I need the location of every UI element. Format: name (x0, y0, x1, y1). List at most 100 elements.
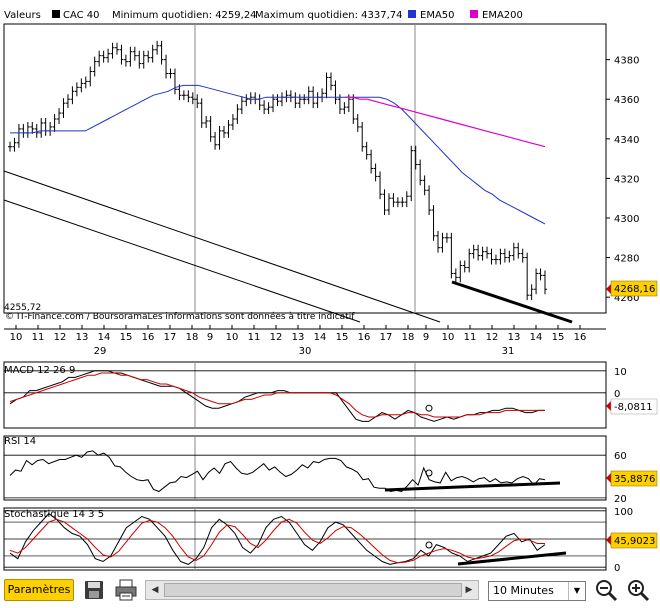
interval-select[interactable]: 10 Minutes ▼ (488, 581, 586, 601)
price-bar (373, 163, 378, 182)
price-bar (476, 244, 481, 261)
price-bar (146, 50, 151, 63)
price-bar (257, 94, 262, 111)
stochastic-last-value: 45,9023 (614, 536, 655, 547)
price-bar (253, 92, 258, 105)
price-bar (70, 86, 75, 105)
price-bar (427, 185, 432, 216)
price-bar (511, 242, 516, 261)
time-tick-label: 12 (270, 332, 283, 343)
price-bar (493, 254, 498, 265)
daily-max: Maximum quotidien: 4337,74 (255, 10, 402, 21)
price-bar (164, 54, 169, 79)
price-bar (516, 242, 521, 259)
price-bar (128, 46, 133, 67)
time-tick-label: 12 (54, 332, 67, 343)
price-bar (485, 246, 490, 259)
price-bar (444, 232, 449, 243)
price-bar (97, 50, 102, 67)
chevron-down-icon: ▼ (568, 582, 585, 600)
price-bar (391, 193, 396, 208)
price-bar (150, 44, 155, 63)
price-bar (320, 88, 325, 103)
price-bar (529, 284, 534, 301)
time-tick-label: 10 (226, 332, 239, 343)
price-bar (538, 268, 543, 281)
y-tick-label: 4340 (614, 135, 639, 146)
price-bar (436, 230, 440, 253)
time-tick-label: 9 (207, 332, 213, 343)
price-bar (369, 149, 374, 174)
price-bar (355, 114, 360, 132)
price-bar (61, 98, 66, 119)
rsi-last-value: 35,8876 (614, 474, 655, 485)
ema50-legend: EMA50 (420, 10, 455, 21)
price-bar (155, 40, 160, 55)
price-bar (57, 108, 62, 124)
price-bar (159, 40, 164, 65)
price-bar (297, 94, 302, 109)
scroll-thumb[interactable] (164, 583, 462, 597)
price-bar (342, 102, 347, 115)
time-scrollbar[interactable]: ◀ ▶ (145, 580, 479, 600)
price-bar (137, 50, 142, 69)
bottom-left-value: 4255,72 (4, 303, 41, 313)
stochastic-marker (425, 541, 433, 549)
price-bar (101, 50, 106, 63)
price-bar (520, 248, 525, 263)
price-bar (119, 44, 124, 65)
price-bar (199, 98, 204, 128)
rsi-line (9, 450, 546, 493)
y-tick-label: 4320 (614, 174, 639, 185)
price-bar (404, 191, 409, 208)
save-icon[interactable] (82, 578, 106, 602)
rsi-trendline (384, 481, 561, 492)
price-bar (262, 100, 267, 115)
time-tick-label: 13 (76, 332, 89, 343)
price-bar (364, 141, 369, 160)
price-bar (324, 72, 329, 99)
price-bar (177, 84, 182, 101)
scroll-left-icon[interactable]: ◀ (151, 585, 159, 595)
price-bar (43, 118, 48, 136)
price-bar (302, 94, 307, 105)
time-tick-label: 11 (464, 332, 477, 343)
ema200-line (345, 96, 546, 148)
price-tag-stoch: 45,9023 (606, 532, 658, 549)
time-tick-label: 17 (380, 332, 393, 343)
chart-header: Valeurs CAC 40 Minimum quotidien: 4259,2… (4, 10, 523, 21)
price-bar (21, 123, 26, 138)
parameters-button[interactable]: Paramètres (4, 579, 74, 601)
price-bar (34, 123, 39, 138)
macd-title: MACD 12 26 9 (4, 365, 75, 376)
zoom-in-icon[interactable] (626, 578, 650, 602)
scroll-right-icon[interactable]: ▶ (465, 585, 473, 595)
price-bar (123, 54, 128, 67)
y-tick-label: 4280 (614, 254, 639, 265)
time-tick-label: 17 (164, 332, 177, 343)
y-tick-label: 4260 (614, 293, 639, 304)
price-bar (204, 116, 209, 128)
price-bar (382, 189, 387, 216)
price-bar (498, 248, 503, 265)
ema200-legend: EMA200 (482, 10, 523, 21)
macd-y-label: 0 (614, 389, 620, 400)
price-bar (25, 121, 30, 138)
zoom-out-icon[interactable] (594, 578, 618, 602)
price-bar (141, 50, 146, 69)
time-tick-label: 13 (508, 332, 521, 343)
print-icon[interactable] (114, 578, 138, 602)
price-bar (235, 104, 240, 124)
price-bar (489, 248, 494, 265)
price-bar (39, 118, 44, 138)
instrument-name: CAC 40 (63, 10, 100, 21)
stochastic-y-label: 0 (614, 563, 620, 574)
price-tag-macd: -8,0811 (606, 398, 658, 415)
price-bar (92, 56, 97, 77)
rsi-y-label: 20 (614, 494, 627, 505)
price-bar (115, 42, 119, 55)
price-bar (502, 248, 507, 263)
time-tick-label: 14 (530, 332, 543, 343)
y-tick-label: 4380 (614, 56, 639, 67)
price-bar (413, 145, 418, 170)
